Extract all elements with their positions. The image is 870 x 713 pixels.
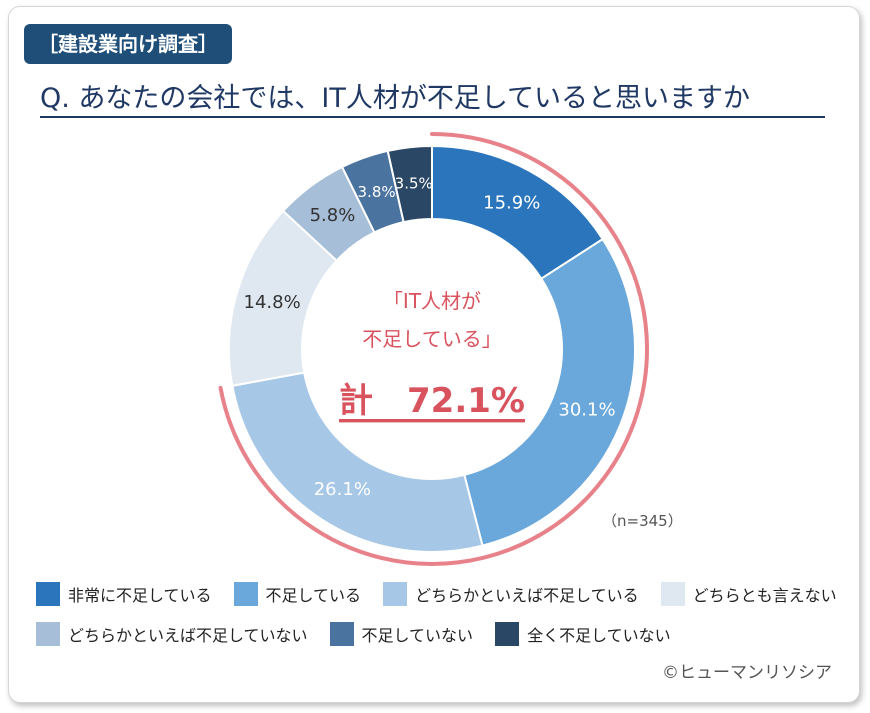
donut-slice — [231, 371, 484, 553]
legend-item: 不足している — [233, 582, 362, 606]
slice-value-label: 3.5% — [395, 175, 433, 193]
sample-size-label: （n=345） — [602, 512, 683, 530]
legend-swatch — [36, 582, 60, 606]
center-text-line1: 「IT人材が — [383, 289, 481, 313]
survey-tag: ［建設業向け調査］ — [24, 24, 232, 64]
legend-swatch — [329, 622, 354, 646]
slice-value-label: 26.1% — [314, 479, 371, 500]
legend-label: 全く不足していない — [527, 626, 671, 645]
center-text-line2: 不足している」 — [362, 327, 501, 351]
legend-swatch — [233, 582, 258, 606]
legend-row-1: 非常に不足している 不足している どちらかといえば不足している どちらとも言えな… — [36, 582, 837, 606]
legend-swatch — [660, 582, 685, 606]
legend-item: 不足していない — [329, 622, 474, 646]
slice-value-label: 30.1% — [558, 399, 615, 420]
legend-label: どちらかといえば不足している — [415, 586, 639, 605]
legend-label: どちらかといえば不足していない — [68, 626, 308, 645]
highlight-arc — [218, 132, 649, 566]
legend-swatch — [495, 622, 520, 646]
legend-item: 全く不足していない — [495, 622, 671, 646]
question-underline — [40, 116, 825, 118]
center-total-label: 計 72.1% — [339, 381, 525, 421]
chart-card — [8, 6, 860, 703]
legend-item: どちらかといえば不足している — [383, 582, 639, 606]
legend-swatch — [383, 582, 408, 606]
legend-swatch — [36, 622, 60, 646]
copyright-credit: ©ヒューマンリソシア — [662, 663, 832, 683]
legend-item: どちらとも言えない — [660, 582, 837, 606]
legend-label: 不足していない — [361, 626, 474, 645]
legend-label: 不足している — [265, 586, 362, 605]
slice-value-label: 3.8% — [358, 183, 396, 201]
legend-item: どちらかといえば不足していない — [36, 622, 308, 646]
legend-label: どちらとも言えない — [692, 586, 837, 605]
legend-item: 非常に不足している — [36, 582, 212, 606]
donut-slice — [386, 144, 433, 224]
question-title: Q. あなたの会社では、IT人材が不足していると思いますか — [40, 83, 751, 114]
donut-slice — [463, 237, 636, 547]
slice-value-label: 5.8% — [310, 205, 356, 226]
donut-chart: 15.9% 30.1% 26.1% 14.8% 5.8%3.8% 3.5% 「IT人材が不足… — [218, 132, 649, 566]
legend-row-2: どちらかといえば不足していない 不足していない 全く不足していない — [36, 622, 836, 646]
slice-value-label: 14.8% — [244, 292, 301, 313]
slice-value-label: 15.9% — [483, 192, 540, 213]
legend-label: 非常に不足している — [68, 586, 212, 605]
